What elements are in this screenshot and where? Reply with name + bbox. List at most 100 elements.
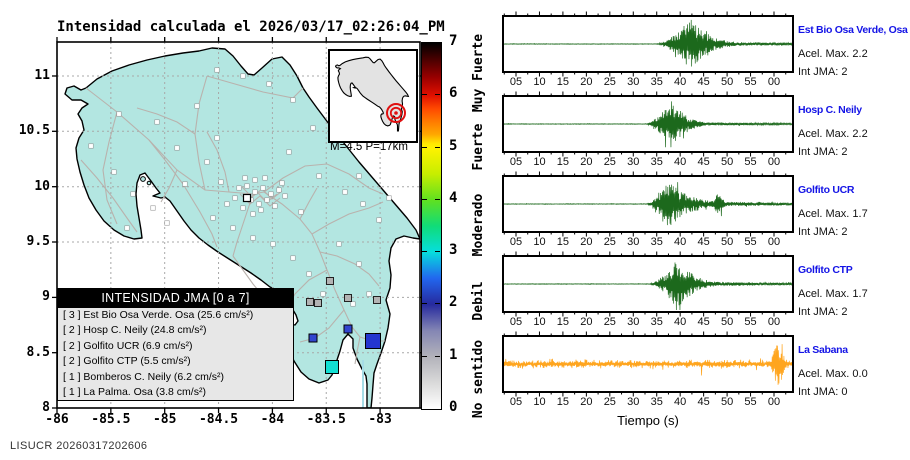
time-tick: 15 [556,316,570,328]
epicenter-locator [334,56,410,132]
station-marker [252,189,258,195]
time-tick: 50 [720,76,734,88]
time-tick: 30 [627,396,640,408]
station-marker [244,183,250,189]
x-tick-label: -84 [260,412,285,427]
road-line [232,193,254,257]
road-line [311,201,384,235]
trace-int-jma: Int JMA: 2 [798,306,848,318]
time-tick: 30 [627,76,640,88]
time-tick: 40 [674,76,687,88]
y-tick-label: 8.5 [26,344,50,360]
waveform [504,344,792,385]
waveform [504,101,792,148]
station-marker [276,187,282,193]
station-marker [88,143,94,149]
station-marker-colored [343,324,353,334]
colorbar-level-label: 7 [449,33,458,49]
station-marker [320,291,326,297]
trace-frame [502,255,794,313]
time-tick: 35 [650,316,663,328]
station-marker [124,225,130,231]
time-tick-labels: 05 10 15 20 25 30 35 40 45 50 55 00 [503,76,793,89]
station-marker-int1 [344,294,352,302]
station-marker [218,179,224,185]
station-marker [316,173,322,179]
colorbar-category-label: No sentido [471,340,486,419]
time-tick: 25 [603,316,616,328]
trace-acel-max: Acel. Max. 2.2 [798,48,868,60]
y-tick-label: 10.5 [18,123,50,139]
station-marker [194,103,200,109]
road-line [206,131,230,193]
epicenter-icon [394,111,398,115]
time-tick: 25 [603,76,616,88]
station-marker [270,241,276,247]
trace-station-name: La Sabana [798,344,848,356]
time-tick: 10 [533,156,546,168]
road-line [299,309,345,343]
station-marker [230,225,236,231]
time-tick-labels: 05 10 15 20 25 30 35 40 45 50 55 00 [503,396,793,409]
station-marker [214,67,220,73]
time-tick: 45 [697,76,710,88]
waveform [504,182,792,226]
station-marker [298,209,304,215]
legend-item: [ 1 ] Bomberos C. Neily (6.2 cm/s²) [63,370,225,383]
magnitude-depth-label: M=4.5 P=17km [330,141,408,153]
road-line [319,251,380,287]
time-tick: 10 [533,76,546,88]
time-tick: 20 [580,236,593,248]
time-tick: 00 [767,316,781,328]
station-marker [250,235,256,241]
station-marker [258,207,264,213]
station-marker [111,169,117,175]
time-tick: 55 [744,236,757,248]
seismogram-5 [502,331,794,397]
time-tick: 00 [767,236,781,248]
time-tick: 25 [603,236,616,248]
colorbar-category-label: Debil [471,281,486,321]
y-tick-label: 9.5 [26,234,50,249]
time-tick: 15 [556,76,570,88]
station-marker-int1 [306,298,314,306]
time-tick-labels: 05 10 15 20 25 30 35 40 45 50 55 00 [503,156,793,169]
colorbar-tick [435,198,440,200]
station-marker [366,291,372,297]
station-marker [236,185,242,191]
epicenter-icon [389,106,403,120]
station-marker [386,195,392,201]
station-marker-colored [325,360,339,374]
colorbar-tick [435,251,440,253]
time-axis-label: Tiempo (s) [617,413,679,428]
time-tick: 20 [580,396,593,408]
time-tick: 35 [650,76,663,88]
colorbar-tick [422,355,427,357]
colorbar-level-label: 4 [449,189,458,206]
time-tick: 35 [650,236,663,248]
time-tick: 00 [767,396,781,408]
road-line [206,75,304,99]
seismogram-4 [502,251,794,317]
time-tick: 25 [603,396,616,408]
trace-station-name: Golfito CTP [798,264,853,276]
station-marker [310,125,316,131]
road-line [102,111,118,225]
colorbar-level-label: 6 [449,85,458,102]
time-tick: 30 [627,236,640,248]
time-tick: 40 [674,236,687,248]
trace-int-jma: Int JMA: 2 [798,146,848,158]
time-tick: 25 [603,156,616,168]
y-tick-label: 8 [42,400,50,415]
x-tick-label: -83.5 [306,412,346,427]
y-tick-label: 9 [42,289,50,305]
time-tick: 10 [533,236,546,248]
road-line [148,139,218,248]
station-marker [242,175,248,181]
time-tick: 05 [509,236,523,248]
station-marker-colored [365,333,381,349]
time-tick: 05 [509,316,523,328]
time-tick: 40 [674,396,687,408]
legend-item: [ 3 ] Est Bio Osa Verde. Osa (25.6 cm/s²… [63,309,254,321]
station-marker [282,193,288,199]
